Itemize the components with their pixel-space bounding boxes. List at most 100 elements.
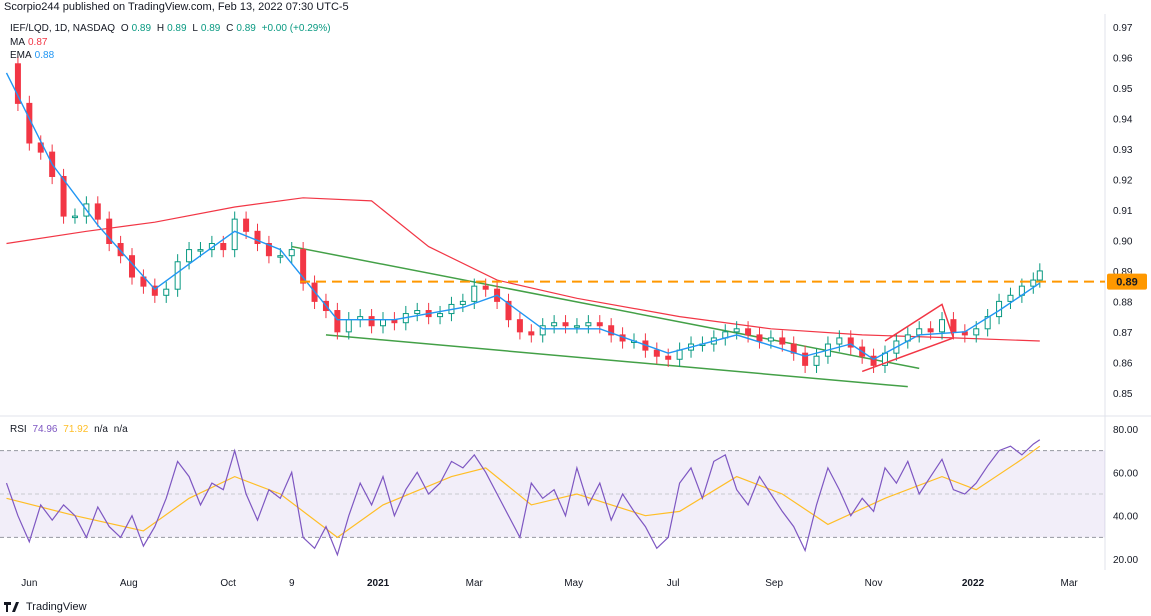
candle [288,249,295,257]
candle [437,313,444,318]
rsi-axis[interactable]: 80.00 60.00 40.00 20.00 [1113,425,1138,566]
open-label: O [120,23,129,34]
price-tick-label: 0.95 [1113,84,1133,95]
rsi-lines [5,439,1041,557]
tradingview-logo[interactable]: TradingView [4,598,87,616]
ma-label[interactable]: MA [10,37,25,48]
time-axis[interactable]: Jun Aug Oct 9 2021 Mar May Jul Sep Nov 2022 Mar [21,578,1078,589]
price-tick-label: 0.96 [1113,54,1133,65]
ema-label[interactable]: EMA [10,50,32,61]
candle [585,322,592,327]
price-tick-label: 0.92 [1113,176,1133,187]
candle [950,319,957,333]
time-tick-label: Jul [667,578,680,589]
candle [813,355,820,366]
price-axis[interactable]: 0.97 0.96 0.95 0.94 0.93 0.92 0.91 0.90 0.89 0.88… [1113,23,1133,400]
rsi-tick-label: 60.00 [1113,468,1138,479]
candle [254,230,261,245]
candle [220,243,227,251]
candle [106,218,113,245]
time-tick-label: May [564,578,583,589]
candle [539,325,546,336]
high-value: 0.89 [167,23,187,34]
ma-legend: MA 0.87 [10,36,50,49]
rsi-legend: RSI 74.96 71.92 n/a n/a [10,423,131,436]
candle [562,322,569,327]
rsi-label[interactable]: RSI [10,424,27,435]
ma-line [6,197,1040,342]
price-tick-label: 0.97 [1113,23,1133,34]
candle [277,255,284,258]
ema-line [5,72,1041,361]
candle [847,337,854,348]
candle [60,175,67,217]
candle [1036,270,1043,281]
rsi-value: 74.96 [32,424,58,435]
candle [471,285,478,302]
rsi-na-1: n/a [94,424,108,435]
candle [939,319,946,333]
published-header: Scorpio244 published on TradingView.com,… [0,0,1151,15]
candle [573,325,580,328]
candle [1007,294,1014,302]
upper-trendline [291,245,920,370]
price-tick-label: 0.87 [1113,328,1133,339]
candle [505,300,512,321]
candle [459,300,466,305]
time-tick-label: 9 [289,578,295,589]
low-label: L [192,23,198,34]
ma-value: 0.87 [28,37,48,48]
candle [380,319,387,327]
candle [927,328,934,333]
price-tick-label: 0.85 [1113,389,1133,400]
candle [745,328,752,336]
candle [151,285,158,296]
candle [14,63,21,104]
published-text: Scorpio244 published on TradingView.com,… [4,1,349,13]
rsi-ma-value: 71.92 [63,424,89,435]
symbol-label[interactable]: IEF/LQD, 1D, NASDAQ [10,23,116,34]
grid-lines [0,14,1151,570]
ema-path [5,72,1041,361]
candle [197,249,204,252]
candle [596,322,603,327]
time-tick-label: Mar [1061,578,1079,589]
candle [231,218,238,251]
candle [528,331,535,336]
time-tick-label: Jun [21,578,37,589]
close-value: 0.89 [236,23,256,34]
candle [482,285,489,290]
price-tick-label: 0.93 [1113,145,1133,156]
last-price-box [1107,273,1147,290]
close-label: C [226,23,234,34]
candle [870,355,877,366]
ema-value: 0.88 [34,50,55,61]
price-tick-label: 0.89 [1113,267,1133,278]
candle [973,328,980,336]
time-tick-label: Nov [865,578,883,589]
trendlines [291,245,920,388]
candle [733,328,740,333]
candle [836,337,843,345]
candle [608,325,615,336]
candle [756,334,763,342]
last-price-text: 0.89 [1116,277,1137,289]
red-triangle-drawing [861,303,955,373]
rsi-path [5,439,1041,557]
time-tick-label: Mar [466,578,484,589]
candle [1030,279,1037,287]
tradingview-brand: TradingView [26,601,87,613]
candle [334,310,341,333]
high-label: H [156,23,165,34]
candle [117,243,124,257]
low-value: 0.89 [200,23,221,34]
rsi-ma-path [6,445,1041,539]
candle [551,322,558,327]
candles [14,56,1043,373]
candle [243,218,250,232]
tradingview-logo-icon [4,602,19,612]
candle [300,249,307,284]
price-chart[interactable]: 0.97 0.96 0.95 0.94 0.93 0.92 0.91 0.90 0.89 0.88… [0,0,1151,598]
time-tick-label: Aug [120,578,138,589]
